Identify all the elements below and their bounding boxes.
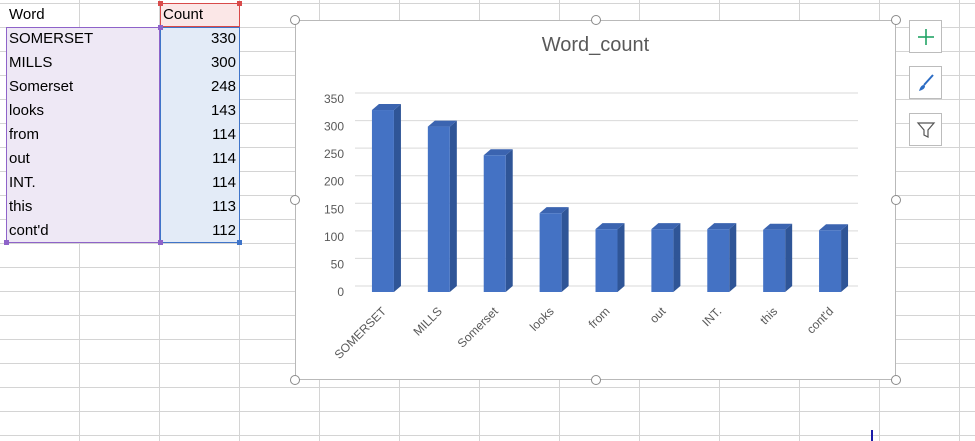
count-cell[interactable]: 114 (212, 174, 236, 191)
y-tick-label: 0 (337, 285, 344, 299)
chart-filters-button[interactable] (909, 113, 942, 146)
chart-elements-button[interactable] (909, 20, 942, 53)
chart-styles-button[interactable] (909, 66, 942, 99)
range-handle[interactable] (158, 25, 163, 30)
text-cursor (871, 430, 873, 441)
count-cell[interactable]: 113 (212, 198, 236, 215)
resize-handle[interactable] (891, 195, 901, 205)
bar[interactable] (763, 223, 793, 292)
word-cell[interactable]: looks (9, 102, 45, 119)
fill-handle[interactable] (237, 240, 242, 245)
x-tick-label: this (757, 304, 780, 327)
resize-handle[interactable] (290, 195, 300, 205)
x-tick-label: INT. (699, 304, 724, 329)
plus-icon (917, 28, 934, 45)
bar[interactable] (371, 104, 401, 293)
filter-icon (916, 121, 935, 138)
count-cell[interactable]: 114 (212, 126, 236, 143)
word-cell[interactable]: cont'd (9, 222, 49, 239)
range-handle[interactable] (158, 240, 163, 245)
word-cell[interactable]: INT. (9, 174, 36, 191)
range-handle[interactable] (237, 1, 242, 6)
count-cell[interactable]: 248 (210, 78, 236, 95)
count-cell[interactable]: 114 (212, 150, 236, 167)
x-tick-label: cont'd (804, 304, 836, 336)
x-tick-label: Somerset (455, 304, 502, 351)
y-tick-label: 250 (324, 147, 344, 161)
resize-handle[interactable] (591, 375, 601, 385)
bar[interactable] (707, 223, 737, 292)
range-handle[interactable] (4, 240, 9, 245)
count-cell[interactable]: 143 (210, 102, 236, 119)
y-tick-label: 300 (324, 120, 344, 134)
resize-handle[interactable] (891, 15, 901, 25)
resize-handle[interactable] (591, 15, 601, 25)
bar[interactable] (819, 224, 849, 292)
word-cell[interactable]: MILLS (9, 54, 53, 71)
word-range-highlight (6, 27, 160, 243)
bar[interactable] (483, 149, 513, 292)
word-cell[interactable]: Somerset (9, 78, 74, 95)
count-header-range-highlight (160, 3, 240, 27)
bar[interactable] (595, 223, 625, 292)
y-tick-label: 50 (331, 257, 345, 271)
word-cell[interactable]: SOMERSET (9, 30, 94, 47)
range-handle[interactable] (158, 1, 163, 6)
bar[interactable] (539, 207, 569, 292)
x-tick-label: MILLS (411, 304, 445, 338)
y-tick-label: 350 (324, 92, 344, 106)
y-tick-label: 100 (324, 230, 344, 244)
count-cell[interactable]: 330 (210, 30, 236, 47)
y-tick-label: 200 (324, 175, 344, 189)
brush-icon (918, 73, 934, 91)
bar[interactable] (651, 223, 681, 292)
chart-title[interactable]: Word_count (541, 34, 650, 56)
header-cell-word[interactable]: Word (9, 6, 45, 23)
count-range-highlight (160, 27, 240, 243)
x-tick-label: from (586, 304, 613, 331)
word-cell[interactable]: this (9, 198, 33, 215)
resize-handle[interactable] (891, 375, 901, 385)
count-cell[interactable]: 112 (212, 222, 236, 239)
header-cell-count[interactable]: Count (163, 6, 204, 23)
x-tick-label: SOMERSET (332, 304, 390, 362)
word-cell[interactable]: from (9, 126, 39, 143)
resize-handle[interactable] (290, 375, 300, 385)
x-tick-label: out (647, 304, 669, 326)
y-tick-label: 150 (324, 202, 344, 216)
resize-handle[interactable] (290, 15, 300, 25)
x-tick-label: looks (527, 304, 557, 334)
word-cell[interactable]: out (9, 150, 30, 167)
count-cell[interactable]: 300 (210, 54, 236, 71)
bar[interactable] (427, 120, 457, 292)
